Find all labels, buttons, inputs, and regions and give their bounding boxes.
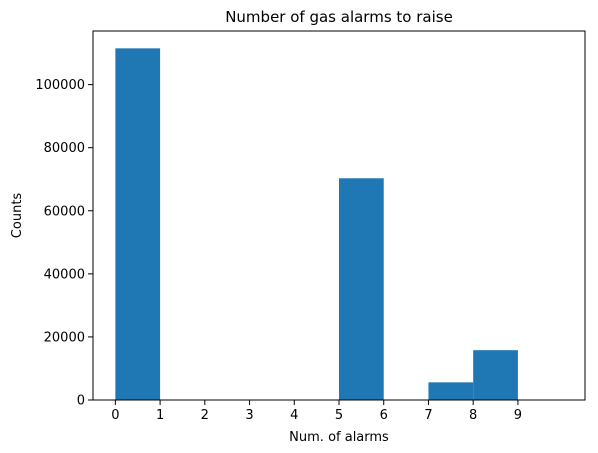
x-tick-label: 6 xyxy=(380,408,388,423)
histogram-bar-7-8 xyxy=(428,382,474,400)
histogram-bar-5-6 xyxy=(339,178,384,400)
histogram-bar-8-9 xyxy=(473,350,518,400)
x-tick-label: 2 xyxy=(201,408,209,423)
x-tick-label: 1 xyxy=(156,408,164,423)
y-tick-label: 60000 xyxy=(44,204,85,219)
y-tick-label: 0 xyxy=(77,394,85,409)
y-tick-label: 40000 xyxy=(44,267,85,282)
x-axis: 0 1 2 3 4 5 6 7 8 9 xyxy=(111,400,522,423)
bars-group xyxy=(115,48,518,400)
y-tick-label: 20000 xyxy=(44,330,85,345)
x-tick-label: 0 xyxy=(111,408,119,423)
y-axis-label: Counts xyxy=(10,193,25,239)
x-tick-label: 4 xyxy=(290,408,298,423)
x-tick-label: 8 xyxy=(469,408,477,423)
chart-title: Number of gas alarms to raise xyxy=(225,8,453,26)
x-tick-label: 9 xyxy=(514,408,522,423)
x-tick-label: 7 xyxy=(424,408,432,423)
x-tick-label: 3 xyxy=(245,408,253,423)
y-axis: 0 20000 40000 60000 80000 100000 xyxy=(35,78,93,409)
x-axis-label: Num. of alarms xyxy=(289,430,389,445)
histogram-bar-0-1 xyxy=(115,48,161,400)
y-tick-label: 100000 xyxy=(35,78,85,93)
y-tick-label: 80000 xyxy=(44,141,85,156)
x-tick-label: 5 xyxy=(335,408,343,423)
